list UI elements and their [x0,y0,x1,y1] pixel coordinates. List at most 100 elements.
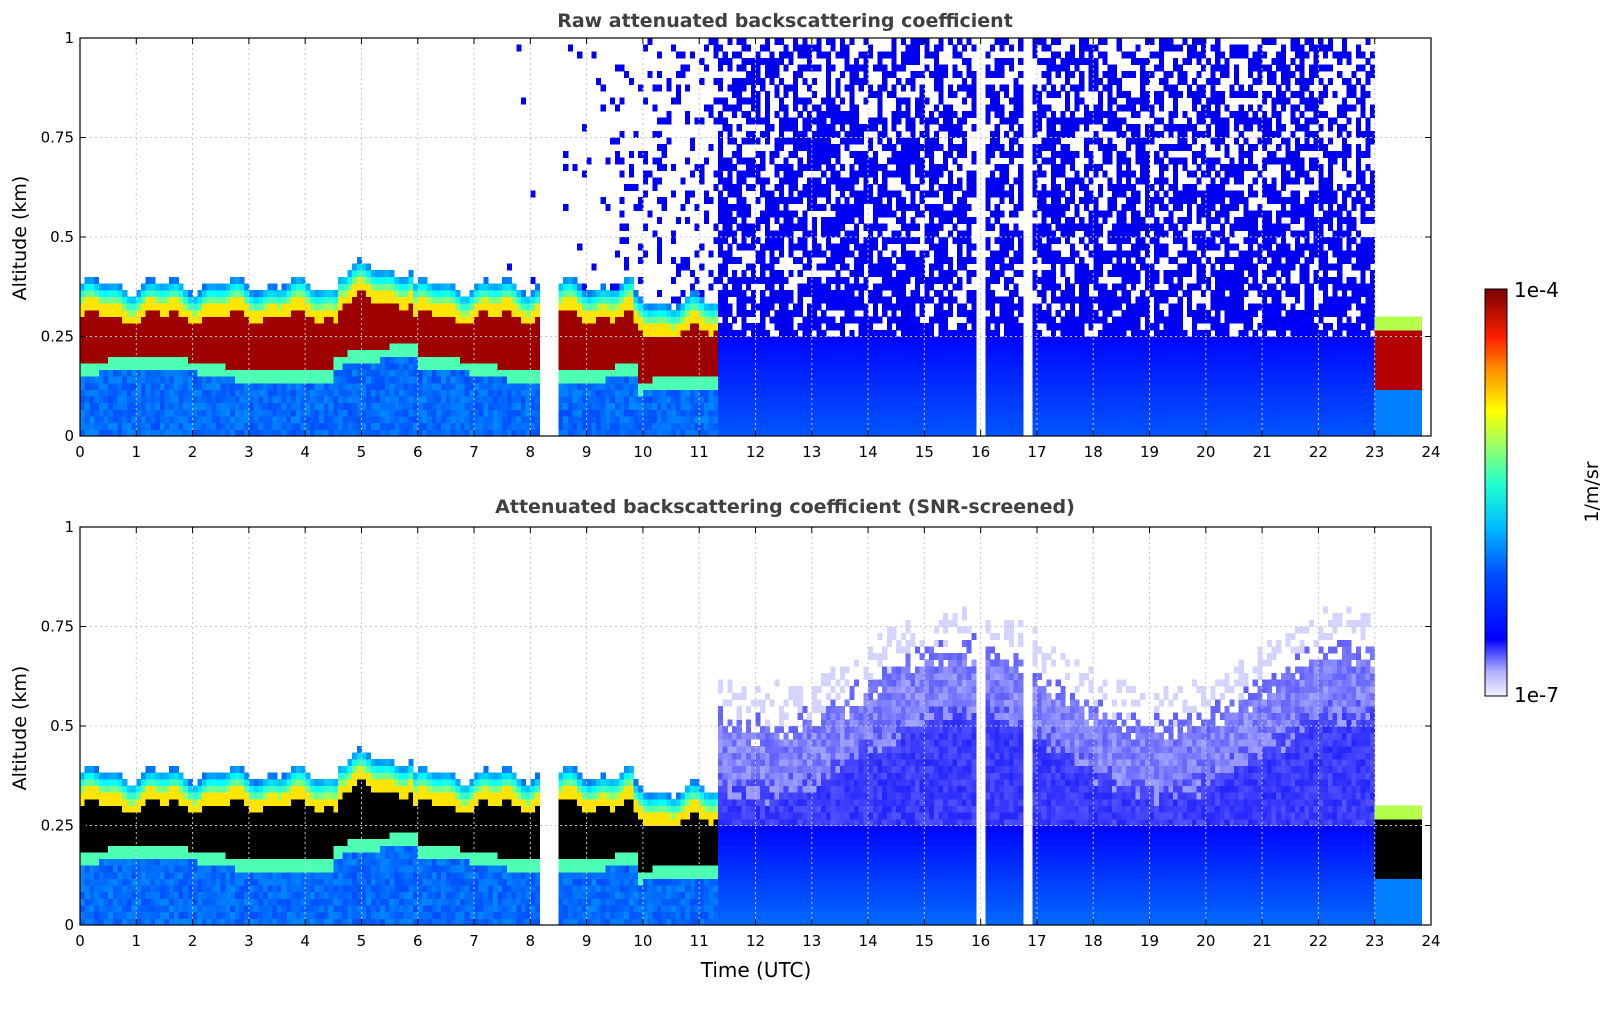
heatmap-cell [94,369,100,377]
heatmap-cell [413,303,419,311]
heatmap-cell [839,44,846,52]
heatmap-cell [774,389,780,397]
heatmap-cell [577,376,583,384]
heatmap-cell [506,303,512,311]
heatmap-cell [619,389,625,397]
heatmap-cell [108,416,114,424]
heatmap-cell [469,416,475,424]
heatmap-cell [239,283,245,291]
heatmap-cell [802,389,808,397]
heatmap-cell [717,130,724,138]
heatmap-cell [671,323,677,331]
heatmap-cell [816,276,822,284]
heatmap-cell [436,336,442,344]
heatmap-cell [661,402,667,410]
heatmap-cell [164,429,170,437]
heatmap-cell [469,336,475,344]
heatmap-cell [183,290,189,298]
heatmap-cell [886,91,892,99]
heatmap-cell [793,197,799,205]
heatmap-cell [342,343,348,351]
heatmap-cell [220,416,226,424]
heatmap-cell [370,276,376,284]
heatmap-cell [708,303,714,311]
heatmap-cell [441,349,447,357]
heatmap-cell [872,296,878,304]
heatmap-cell [375,396,381,404]
heatmap-cell [145,309,151,317]
heatmap-cell [764,210,770,218]
heatmap-cell [732,190,738,198]
heatmap-cell [483,343,489,351]
heatmap-cell [230,422,236,430]
heatmap-cell [741,210,747,218]
heatmap-cell [685,263,691,271]
heatmap-cell [849,124,855,132]
heatmap-cell [183,349,189,357]
heatmap-cell [342,356,348,364]
heatmap-cell [854,382,860,390]
heatmap-cell [155,363,161,371]
heatmap-cell [849,356,855,364]
heatmap-cell [774,369,780,377]
heatmap-cell [398,389,405,397]
heatmap-cell [84,276,90,284]
heatmap-cell [642,349,649,357]
heatmap-cell [80,343,86,351]
heatmap-cell [755,110,761,118]
heatmap-cell [868,170,874,178]
heatmap-cell [633,290,639,298]
heatmap-cell [394,290,400,298]
heatmap-cell [84,343,90,351]
heatmap-cell [220,396,226,404]
heatmap-cell [797,416,803,424]
heatmap-cell [839,137,846,145]
heatmap-cell [356,382,362,390]
heatmap-cell [825,237,831,245]
heatmap-cell [497,376,503,384]
heatmap-cell [896,190,902,198]
heatmap-cell [619,336,625,344]
heatmap-cell [666,336,672,344]
heatmap-cell [638,276,644,284]
heatmap-cell [478,422,484,430]
heatmap-cell [230,343,236,351]
heatmap-cell [675,416,681,424]
heatmap-cell [309,416,315,424]
heatmap-cell [239,343,245,351]
heatmap-cell [572,276,578,284]
heatmap-cell [886,422,892,430]
heatmap-cell [713,170,719,178]
heatmap-cell [108,363,114,371]
heatmap-cell [769,303,775,311]
heatmap-cell [201,356,208,364]
heatmap-cell [478,323,484,331]
heatmap-cell [84,283,90,291]
heatmap-cell [84,356,90,364]
heatmap-cell [201,382,208,390]
heatmap-cell [797,303,803,311]
heatmap-cell [877,190,883,198]
heatmap-cell [680,256,686,264]
heatmap-cell [591,422,597,430]
heatmap-cell [713,343,719,351]
heatmap-cell [572,296,578,304]
heatmap-cell [211,382,217,390]
heatmap-cell [666,402,672,410]
heatmap-cell [150,309,156,317]
heatmap-cell [577,323,583,331]
heatmap-cell [741,243,747,251]
heatmap-cell [624,263,630,271]
heatmap-cell [666,303,672,311]
heatmap-cell [835,283,841,291]
heatmap-cell [877,104,883,112]
heatmap-cell [502,276,508,284]
heatmap-cell [408,356,414,364]
heatmap-cell [849,250,855,258]
heatmap-cell [295,356,301,364]
heatmap-cell [905,117,911,125]
heatmap-cell [89,389,95,397]
heatmap-cell [140,349,147,357]
heatmap-cell [89,316,95,324]
heatmap-cell [656,363,663,371]
